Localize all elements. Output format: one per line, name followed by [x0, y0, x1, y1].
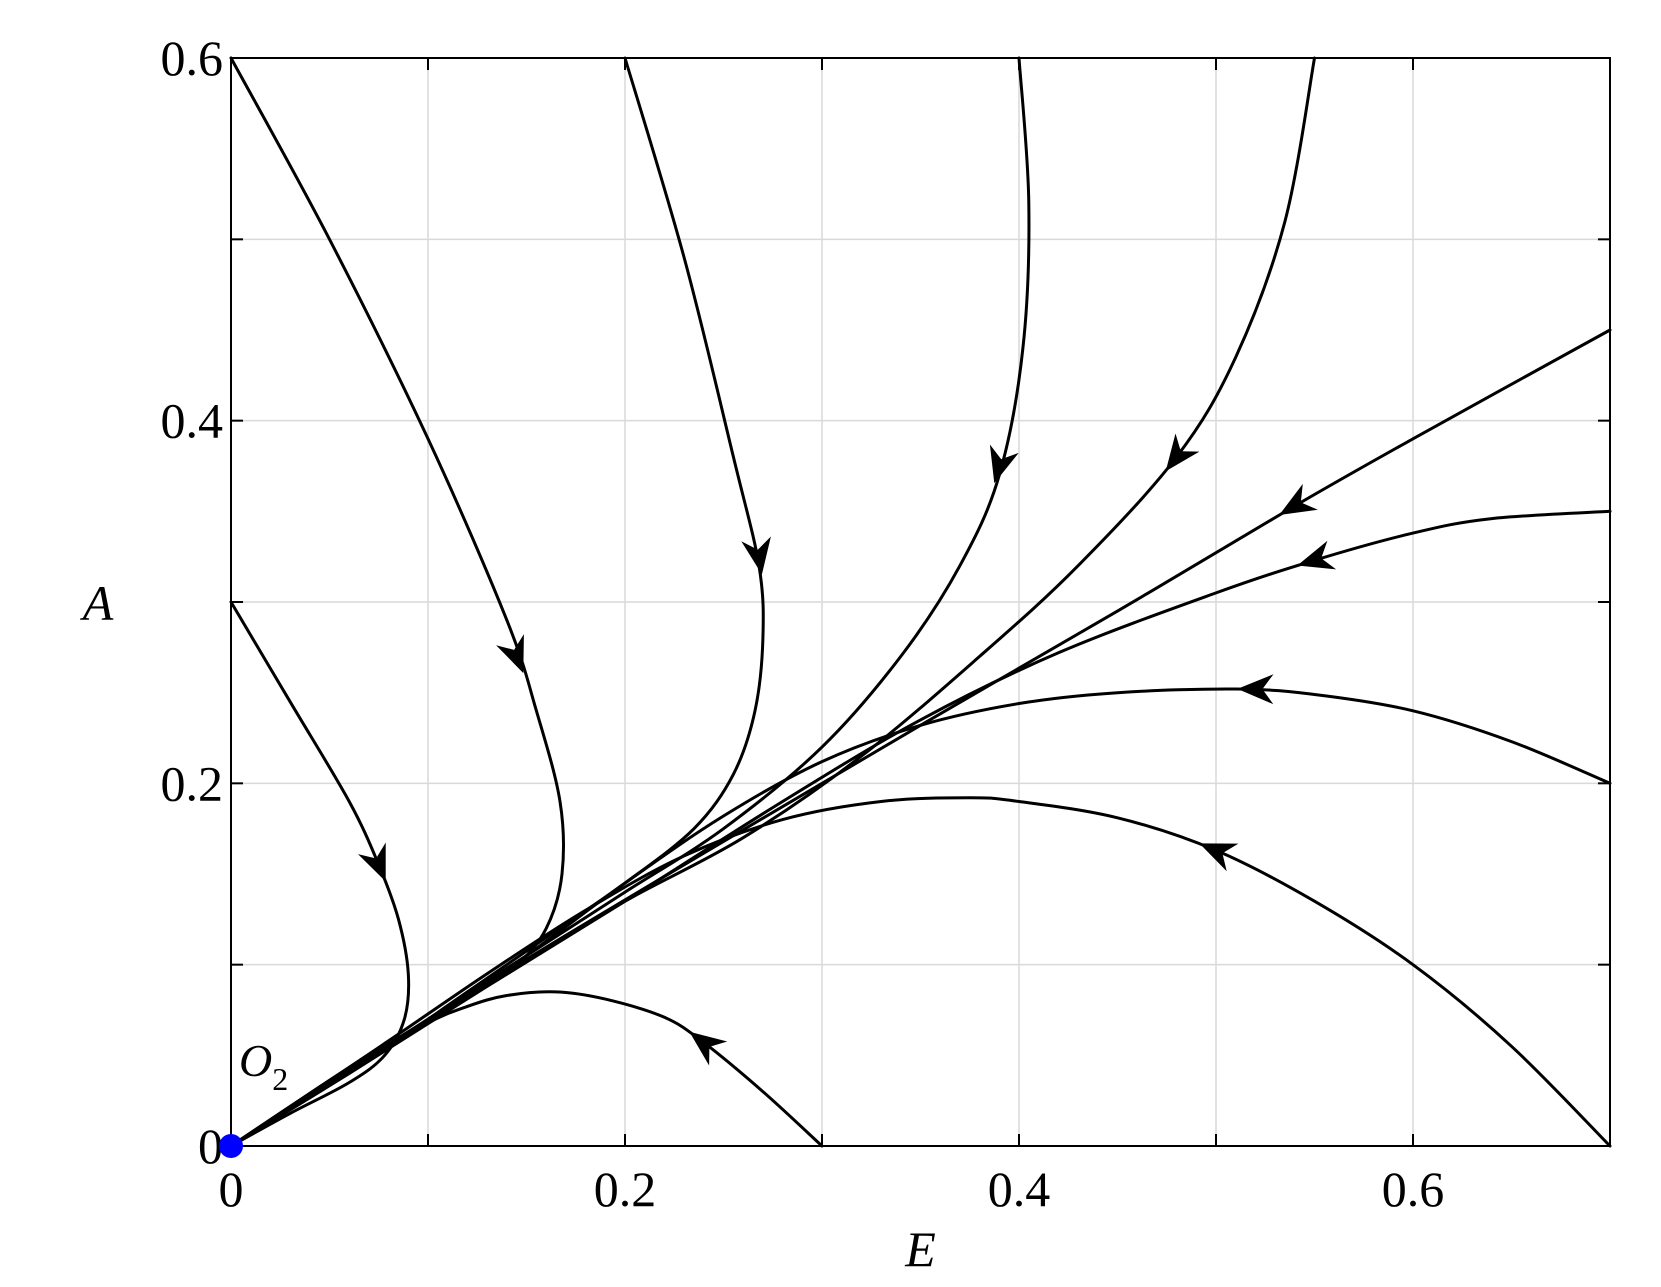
x-axis-label: E [904, 1221, 936, 1277]
direction-arrow-6 [1279, 483, 1318, 515]
trajectory-1 [229, 600, 411, 1148]
direction-arrow-2 [496, 634, 524, 674]
grid-lines [231, 58, 1610, 1146]
trajectory-9 [229, 796, 1612, 1148]
equilibrium-label-main: O [239, 1035, 272, 1086]
direction-arrow-8 [1237, 674, 1274, 705]
y-tick-label: 0.2 [161, 755, 224, 811]
trajectory-10 [229, 990, 824, 1148]
direction-arrow-1 [358, 842, 386, 882]
y-axis-label: A [80, 575, 114, 631]
equilibrium-point [219, 1134, 243, 1158]
x-tick-label: 0 [219, 1161, 244, 1217]
direction-arrow-3 [741, 536, 771, 575]
trajectory-8 [229, 687, 1612, 1148]
direction-arrow-9 [1199, 843, 1239, 872]
direction-arrow-4 [989, 444, 1019, 484]
equilibrium-label-subscript: 2 [272, 1061, 288, 1097]
direction-arrows [358, 433, 1337, 1066]
direction-arrow-7 [1297, 540, 1337, 570]
direction-arrow-5 [1165, 433, 1200, 472]
trajectory-7 [229, 509, 1612, 1148]
y-tick-label: 0.6 [161, 30, 224, 86]
equilibrium-label: O2 [239, 1035, 288, 1097]
direction-arrow-10 [689, 1031, 728, 1066]
x-tick-label: 0.4 [988, 1161, 1051, 1217]
tick-labels: 0 0.2 0.4 0.6 0 0.2 0.4 0.6 [161, 30, 1445, 1217]
x-tick-label: 0.6 [1382, 1161, 1445, 1217]
trajectory-4 [229, 56, 1031, 1148]
y-tick-label: 0 [198, 1118, 223, 1174]
tick-marks [231, 58, 1610, 1146]
x-tick-label: 0.2 [594, 1161, 657, 1217]
trajectory-6 [229, 328, 1612, 1148]
y-tick-label: 0.4 [161, 393, 224, 449]
trajectories [229, 56, 1612, 1148]
